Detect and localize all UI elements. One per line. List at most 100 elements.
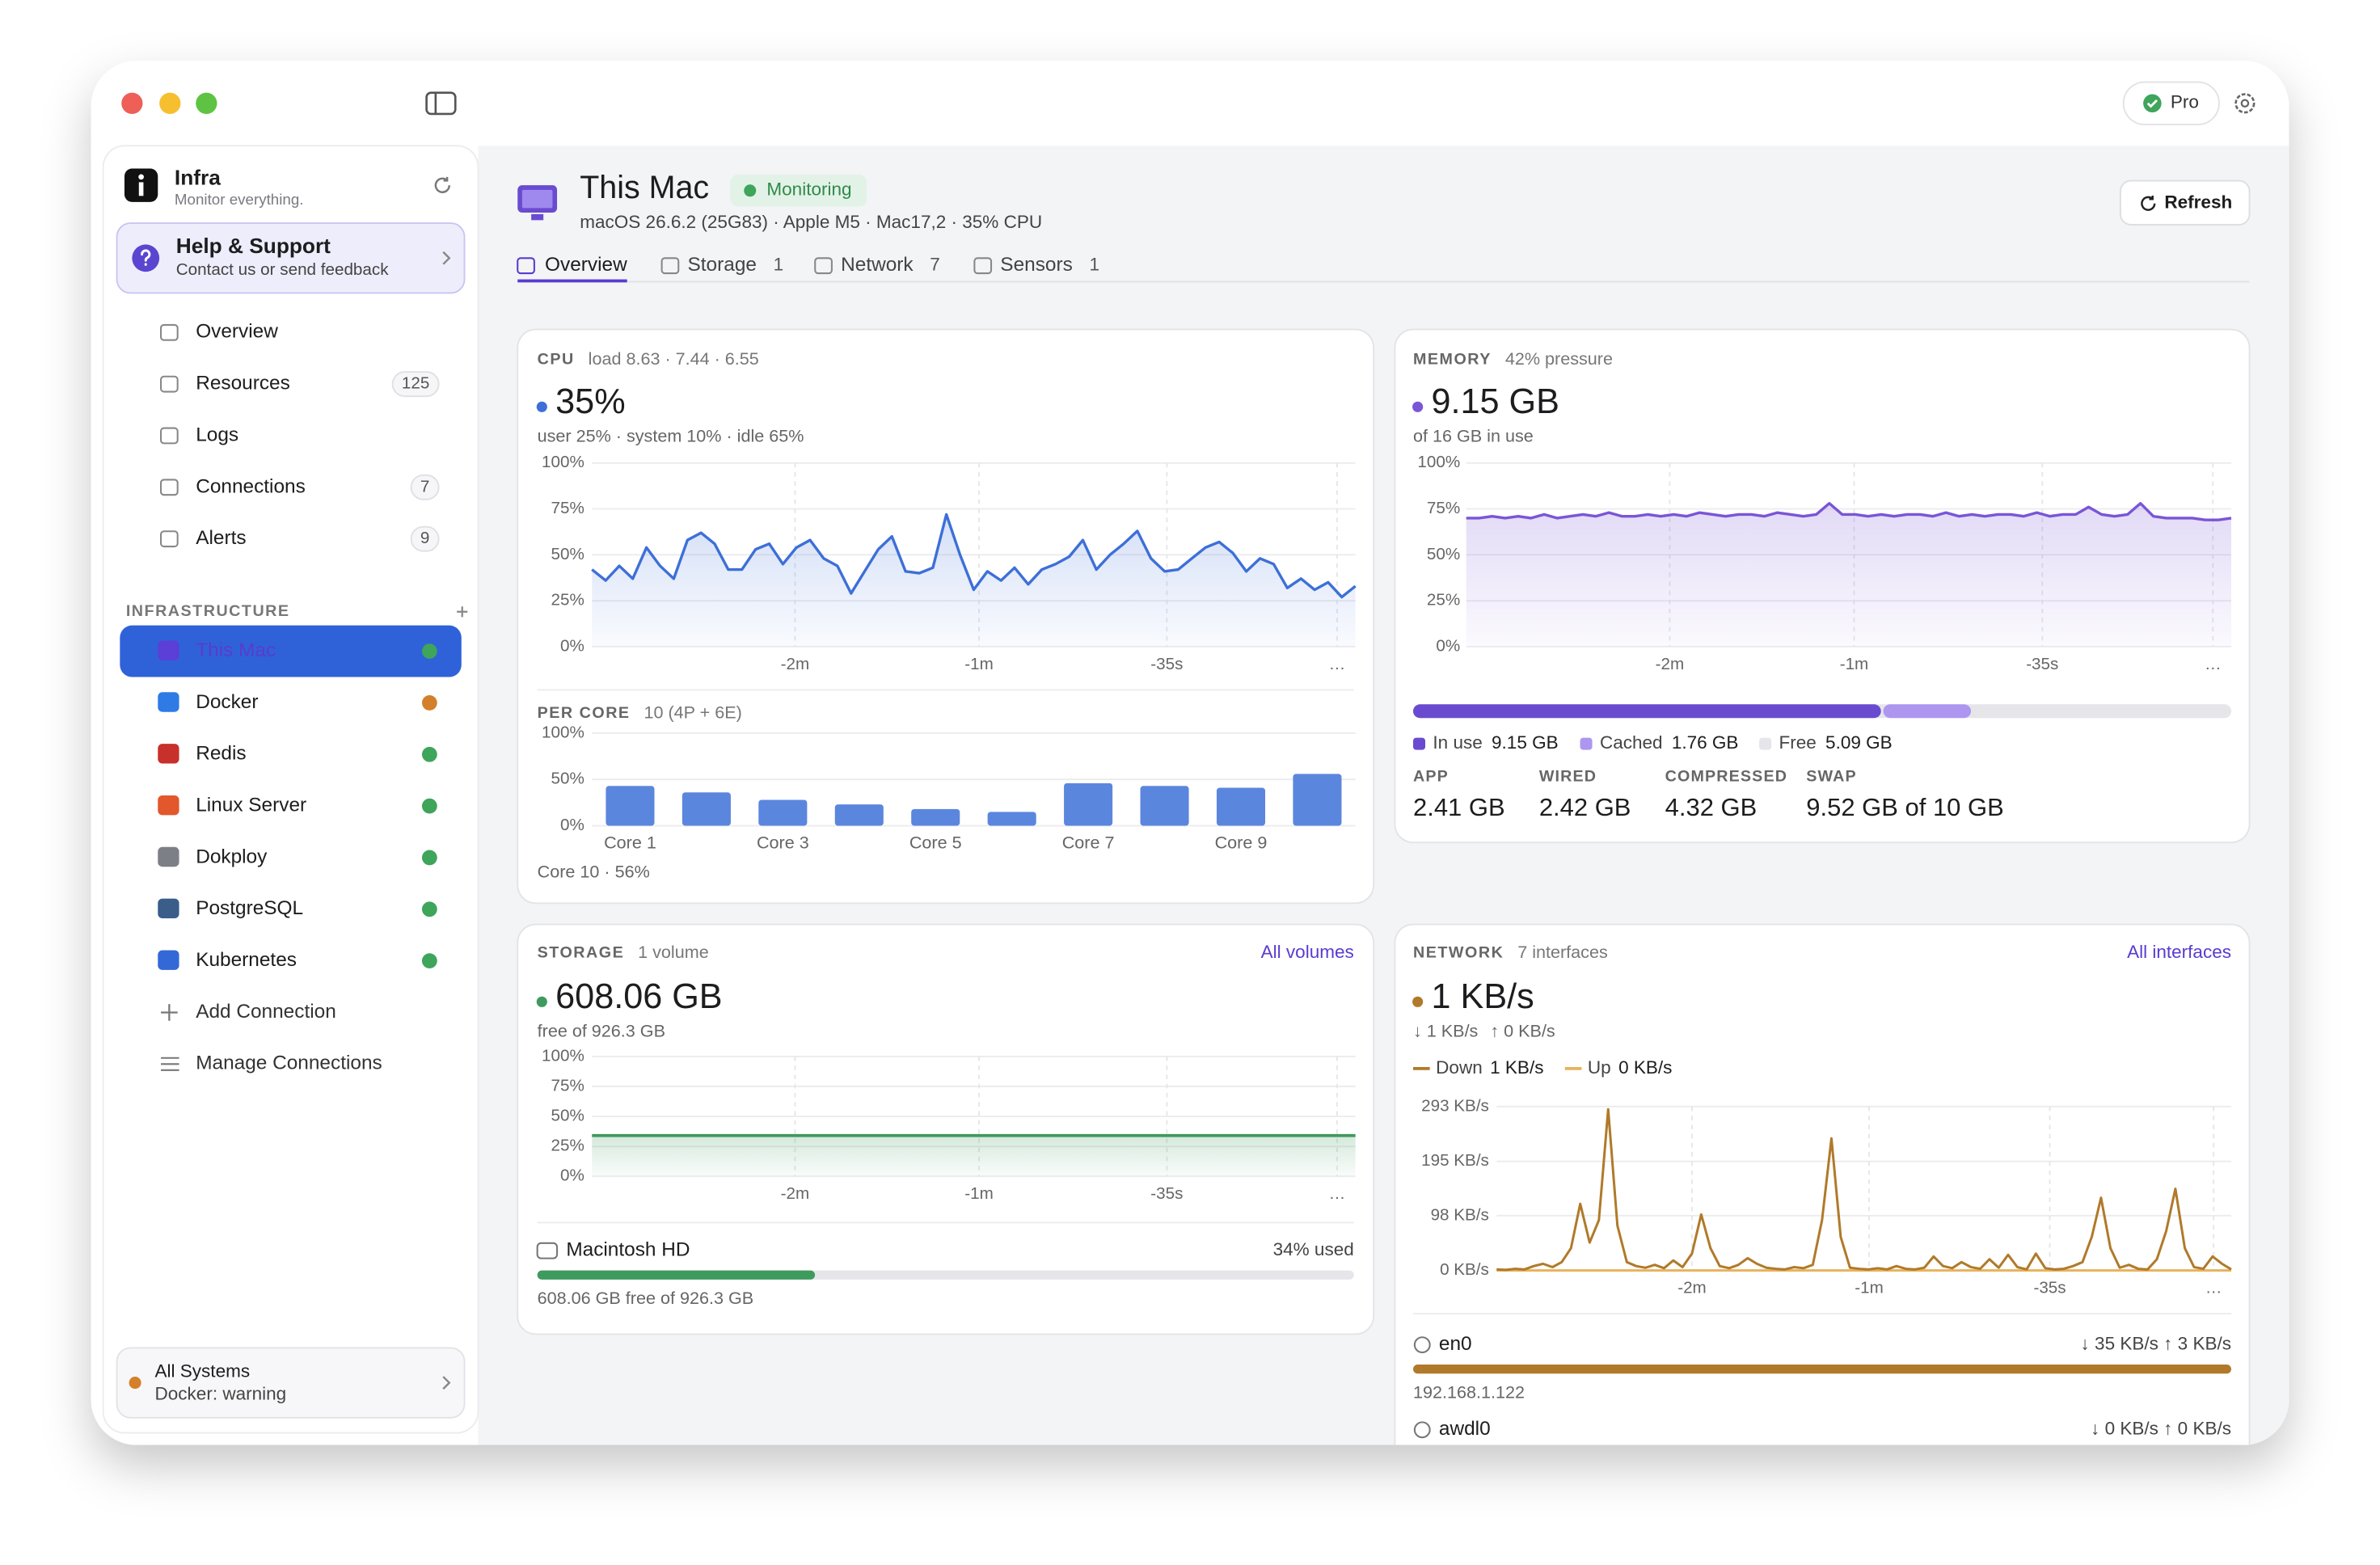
legend-value: 1 KB/s bbox=[1490, 1057, 1543, 1078]
help-subtitle: Contact us or send feedback bbox=[176, 260, 389, 279]
y-tick-label: 75% bbox=[551, 499, 584, 517]
card bbox=[517, 923, 1375, 1335]
bar bbox=[1064, 782, 1113, 826]
app-logo-bar bbox=[138, 182, 144, 196]
tab-icon bbox=[517, 257, 535, 275]
y-tick-label: 195 KB/s bbox=[1421, 1151, 1489, 1170]
status-dot bbox=[421, 695, 437, 711]
legend-value: 1.76 GB bbox=[1672, 732, 1739, 753]
card-title: NETWORK bbox=[1413, 943, 1504, 961]
detail: free of 926.3 GB bbox=[538, 1021, 665, 1041]
zoom-button[interactable] bbox=[196, 92, 217, 114]
y-tick-label: 50% bbox=[551, 1107, 584, 1125]
stat-value: 2.42 GB bbox=[1539, 793, 1631, 821]
link: All volumes bbox=[1261, 942, 1354, 962]
x-tick-label: -2m bbox=[1656, 655, 1685, 673]
host-icon bbox=[158, 744, 179, 764]
card-meta: 7 interfaces bbox=[1517, 942, 1608, 962]
y-tick-label: 100% bbox=[542, 723, 584, 741]
app-tagline: Monitor everything. bbox=[175, 191, 304, 208]
host-label: Kubernetes bbox=[196, 949, 297, 971]
x-tick-label: -2m bbox=[781, 1184, 810, 1203]
interface-address: 192.168.1.122 bbox=[1413, 1382, 1525, 1402]
x-tick-label: -35s bbox=[1150, 655, 1183, 673]
host-icon bbox=[158, 846, 179, 867]
sidebar-toggle[interactable] bbox=[425, 91, 457, 116]
y-tick-label: 25% bbox=[551, 1137, 584, 1155]
area bbox=[592, 1135, 1356, 1177]
globe-icon bbox=[1413, 1336, 1431, 1354]
bar bbox=[758, 799, 808, 826]
disk-icon bbox=[536, 1242, 559, 1259]
y-tick-label: 50% bbox=[1427, 545, 1460, 563]
legend-value: 0 KB/s bbox=[1618, 1057, 1672, 1078]
status-dot bbox=[421, 850, 437, 866]
globe-icon bbox=[1413, 1421, 1431, 1439]
value-dot bbox=[1412, 401, 1424, 412]
bar bbox=[1216, 787, 1266, 826]
nav-count: 7 bbox=[420, 477, 429, 496]
status-dot bbox=[421, 798, 437, 814]
x-tick-label: -35s bbox=[2033, 1279, 2066, 1297]
legend-swatch bbox=[1759, 737, 1772, 750]
nav-count: 125 bbox=[402, 374, 429, 393]
value-dot bbox=[1412, 996, 1424, 1007]
value-dot bbox=[536, 996, 547, 1007]
tab-label: Storage bbox=[688, 254, 757, 276]
tab-count: 7 bbox=[930, 255, 940, 275]
y-tick-label: 25% bbox=[1427, 591, 1460, 610]
status-dot bbox=[744, 184, 757, 197]
legend-label: Down bbox=[1436, 1057, 1483, 1078]
count-pill bbox=[410, 474, 440, 500]
bar bbox=[682, 792, 731, 826]
x-tick-label: Core 9 bbox=[1215, 833, 1268, 853]
x-tick-label: -1m bbox=[1840, 655, 1869, 673]
nav-label: Logs bbox=[196, 424, 238, 445]
chevron bbox=[442, 1376, 451, 1390]
status-dot bbox=[421, 953, 437, 968]
status-badge bbox=[730, 175, 867, 207]
status-dot bbox=[129, 1377, 141, 1390]
help-card[interactable] bbox=[116, 222, 466, 294]
pro-label: Pro bbox=[2171, 92, 2199, 112]
headline-value: 9.15 GB bbox=[1432, 382, 1559, 421]
tab-icon bbox=[814, 257, 833, 275]
legend-label: Cached bbox=[1600, 732, 1663, 753]
y-tick-label: 0% bbox=[1436, 636, 1460, 655]
nav-icon bbox=[159, 323, 179, 341]
legend-label: Free bbox=[1779, 732, 1816, 753]
legend-label: Up bbox=[1588, 1057, 1611, 1078]
section-title: INFRASTRUCTURE bbox=[126, 602, 290, 620]
y-tick-label: 75% bbox=[1427, 499, 1460, 517]
status-dot bbox=[421, 901, 437, 917]
card-meta: 10 (4P + 6E) bbox=[644, 702, 741, 722]
reload-icon[interactable] bbox=[434, 176, 450, 193]
close-button[interactable] bbox=[121, 92, 143, 114]
minimize-button[interactable] bbox=[159, 92, 181, 114]
value-dot bbox=[536, 401, 547, 412]
volume-name: Macintosh HD bbox=[566, 1239, 690, 1261]
refresh-button[interactable] bbox=[2120, 179, 2251, 226]
y-tick-label: 25% bbox=[551, 591, 584, 610]
footer-card[interactable] bbox=[116, 1347, 466, 1419]
nav-icon bbox=[159, 479, 179, 496]
selected-row[interactable] bbox=[120, 625, 462, 677]
bar bbox=[911, 808, 960, 826]
volume-free: 608.06 GB free of 926.3 GB bbox=[538, 1288, 754, 1308]
host-label: This Mac bbox=[196, 639, 276, 661]
stat-label: APP bbox=[1413, 768, 1449, 786]
legend-label: In use bbox=[1433, 732, 1482, 753]
host-icon bbox=[158, 640, 179, 660]
stat-label: COMPRESSED bbox=[1665, 768, 1787, 786]
interface-name: awdl0 bbox=[1439, 1418, 1491, 1440]
nav-icon bbox=[159, 427, 179, 445]
settings-button[interactable] bbox=[2234, 93, 2256, 114]
per-core-footer: Core 10 · 56% bbox=[538, 861, 650, 881]
detail: ↓ 1 KB/s bbox=[1413, 1021, 1479, 1041]
tab-label: Overview bbox=[545, 254, 627, 276]
pro-badge[interactable] bbox=[2122, 81, 2220, 126]
tab-icon bbox=[660, 257, 680, 275]
y-tick-label: 100% bbox=[542, 453, 584, 471]
add-host[interactable] bbox=[457, 606, 468, 618]
